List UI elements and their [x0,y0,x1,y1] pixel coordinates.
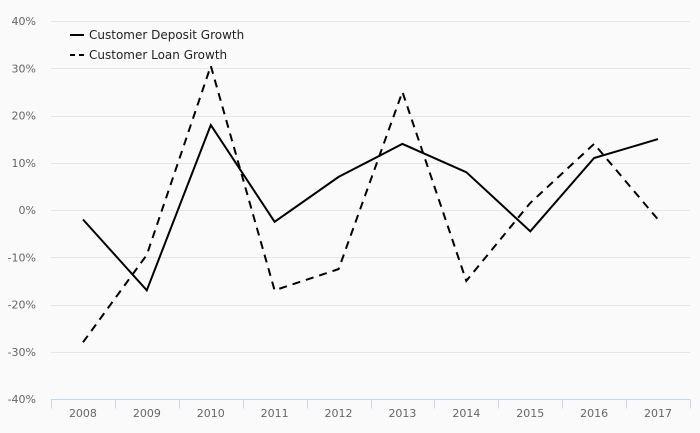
x-axis: 2008 2009 2010 2011 2012 2013 2014 2015 2016 2017 [51,399,691,420]
legend-label[interactable]: Customer Loan Growth [89,48,227,62]
x-tick-label: 2010 [197,407,225,420]
legend-label[interactable]: Customer Deposit Growth [89,28,244,42]
x-tick-label: 2016 [580,407,608,420]
x-tick-label: 2012 [325,407,353,420]
x-tick-label: 2015 [516,407,544,420]
x-tick-label: 2013 [388,407,416,420]
series-line-customer-loan-growth [82,62,659,343]
y-tick-label: -30% [8,346,36,359]
y-tick-label: 0% [19,204,36,217]
series-line-customer-deposit-growth [82,122,659,293]
y-tick-label: -20% [8,299,36,312]
y-tick-label: 20% [12,110,36,123]
x-tick-label: 2008 [69,407,97,420]
y-axis-tick-labels: 40% 30% 20% 10% 0% -10% -20% -30% -40% [8,15,36,406]
y-tick-label: 10% [12,157,36,170]
y-tick-label: -10% [8,251,36,264]
x-tick-label: 2017 [644,407,672,420]
legend: Customer Deposit Growth Customer Loan Gro… [70,28,244,62]
x-tick-label: 2011 [261,407,289,420]
x-tick-label: 2014 [452,407,480,420]
series-lines [82,62,659,343]
x-tick-label: 2009 [133,407,161,420]
y-tick-label: 30% [12,62,36,75]
y-tick-label: 40% [12,15,36,28]
grid-lines [51,21,690,353]
y-tick-label: -40% [8,393,36,406]
